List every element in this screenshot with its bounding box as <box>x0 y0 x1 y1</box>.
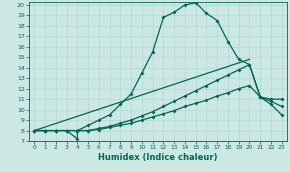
X-axis label: Humidex (Indice chaleur): Humidex (Indice chaleur) <box>98 153 218 162</box>
